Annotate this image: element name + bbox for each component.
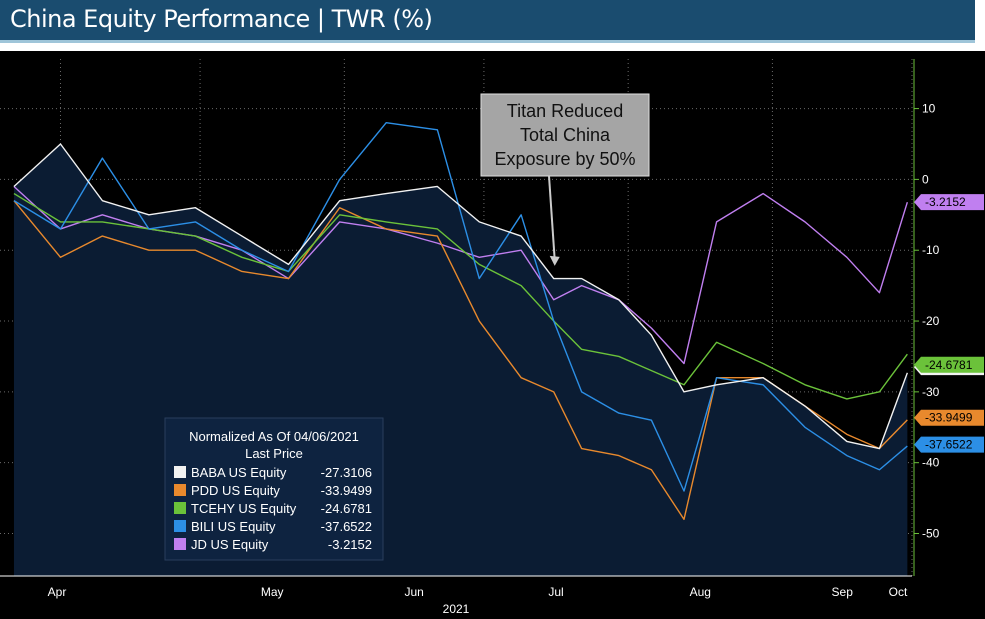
x-tick-label: Jul [548,585,563,599]
x-tick-label: May [261,585,284,599]
x-year-label: 2021 [443,602,470,616]
legend-label: JD US Equity [191,537,269,552]
last-price-tag-tcehy: -24.6781 [914,356,984,373]
legend-label: BABA US Equity [191,465,287,480]
legend-label: PDD US Equity [191,483,280,498]
legend-swatch-tcehy [174,502,186,514]
y-tick-label: -50 [922,527,940,541]
chart: 10 0 -10 -20 -30 -40 -50 Apr May Jun Jul Aug Sep Oct… [0,51,985,619]
legend-swatch-jd [174,538,186,550]
y-tick-label: 0 [922,172,929,186]
x-axis: Apr May Jun Jul Aug Sep Oct 2021 [0,575,912,616]
x-tick-label: Sep [832,585,854,599]
last-price-tag-bg [914,194,984,211]
annotation-line: Titan Reduced [507,101,623,121]
last-price-labels: -27.3106-33.9499-24.6781-37.6522-3.2152 [914,194,984,453]
legend-swatch-baba [174,466,186,478]
legend-value: -27.3106 [321,465,372,480]
x-tick-label: Apr [48,585,67,599]
last-price-tag-bg [914,436,984,453]
legend-value: -3.2152 [328,537,372,552]
x-tick-label: Oct [889,585,908,599]
title-bar: China Equity Performance | TWR (%) [0,0,975,43]
legend: Normalized As Of 04/06/2021 Last Price BAB… [164,417,384,561]
legend-box [164,417,384,561]
series-line-baba [13,143,909,450]
last-price-tag-bg [914,356,984,373]
annotation-arrow [548,175,556,260]
series-lines [13,122,909,521]
last-price-tag-bili: -37.6522 [914,436,984,453]
last-price-tag-jd: -3.2152 [914,194,984,211]
legend-value: -24.6781 [321,501,372,516]
last-price-tag-value: -37.6522 [925,438,973,452]
series-line-tcehy [13,192,908,400]
series-line-bili [13,122,908,492]
legend-swatch-bili [174,520,186,532]
last-price-tag-value: -24.6781 [925,358,973,372]
last-price-tag-value: -33.9499 [925,411,973,425]
y-tick-label: -10 [922,243,940,257]
legend-value: -37.6522 [321,519,372,534]
x-tick-label: Jun [404,585,423,599]
legend-title: Normalized As Of 04/06/2021 [189,429,359,444]
legend-label: BILI US Equity [191,519,276,534]
y-tick-label: -20 [922,314,940,328]
annotation: Titan Reduced Total China Exposure by 50% [480,93,650,266]
legend-value: -33.9499 [321,483,372,498]
annotation-line: Exposure by 50% [494,149,635,169]
y-axis: 10 0 -10 -20 -30 -40 -50 [913,59,940,576]
last-price-tag-bg [914,409,984,426]
legend-subtitle: Last Price [245,446,303,461]
annotation-line: Total China [520,125,611,145]
page-title: China Equity Performance | TWR (%) [10,5,433,33]
last-price-tag-value: -3.2152 [925,195,966,209]
y-tick-label: 10 [922,102,936,116]
y-tick-label: -30 [922,385,940,399]
legend-swatch-pdd [174,484,186,496]
legend-label: TCEHY US Equity [191,501,297,516]
annotation-arrowhead [549,255,560,266]
y-tick-label: -40 [922,456,940,470]
annotation-box [480,93,650,177]
last-price-tag-pdd: -33.9499 [914,409,984,426]
x-tick-label: Aug [690,585,711,599]
